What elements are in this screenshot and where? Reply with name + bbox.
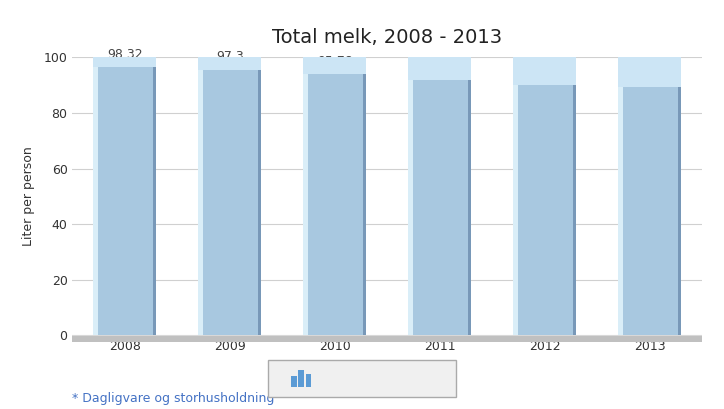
Bar <box>303 69 308 335</box>
Text: 98.32: 98.32 <box>107 47 143 61</box>
Title: Total melk, 2008 - 2013: Total melk, 2008 - 2013 <box>272 28 502 47</box>
Bar <box>72 335 702 336</box>
Bar <box>618 82 681 335</box>
Bar <box>93 62 98 335</box>
Y-axis label: Liter per person: Liter per person <box>22 146 35 246</box>
Text: 97.3: 97.3 <box>216 50 244 63</box>
Bar <box>303 69 366 335</box>
Bar <box>93 62 156 335</box>
Bar <box>303 0 366 74</box>
Bar <box>93 0 156 67</box>
Text: Total melk: Total melk <box>317 372 381 385</box>
Text: * Dagligvare og storhusholdning: * Dagligvare og storhusholdning <box>72 392 275 405</box>
Bar <box>408 75 471 335</box>
Bar <box>618 82 623 335</box>
Bar <box>408 75 413 335</box>
Bar <box>153 62 156 335</box>
Bar <box>198 65 261 335</box>
Bar <box>408 0 471 80</box>
Bar <box>198 65 203 335</box>
Bar <box>618 0 681 87</box>
Text: 93.55: 93.55 <box>422 61 458 74</box>
Bar <box>513 0 576 85</box>
Text: 95.78: 95.78 <box>317 55 353 67</box>
Bar <box>72 335 702 342</box>
Bar <box>468 75 471 335</box>
Bar <box>513 81 576 335</box>
Bar <box>258 65 261 335</box>
Text: 91.6: 91.6 <box>531 66 559 79</box>
Bar <box>678 82 681 335</box>
Bar <box>513 81 518 335</box>
Text: 91: 91 <box>642 68 657 81</box>
Bar <box>363 69 366 335</box>
Bar <box>198 0 261 70</box>
Bar <box>573 81 576 335</box>
